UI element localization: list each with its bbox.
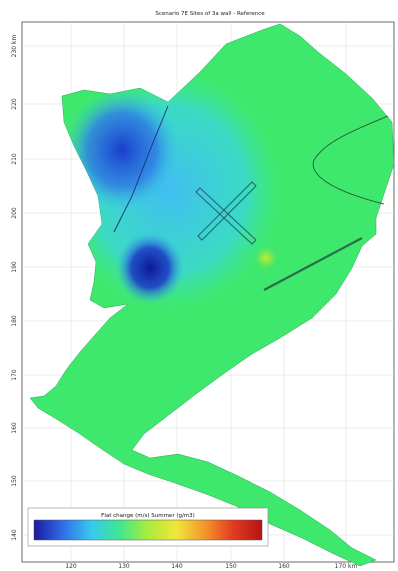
y-tick-label: 160 <box>11 422 18 434</box>
y-tick-label: 150 <box>11 475 18 487</box>
x-tick-label: 150 <box>225 563 237 570</box>
y-tick-label: 220 <box>11 98 18 110</box>
barrier-line <box>263 237 363 291</box>
x-tick-label: 130 <box>118 563 130 570</box>
y-tick-label: 200 <box>11 207 18 219</box>
colorbar: Flat change (m/s) Summer (g/m3) <box>27 507 269 547</box>
high-value-spot <box>254 246 278 270</box>
y-tick-label: 230 km <box>11 35 18 58</box>
x-tick-label: 120 <box>65 563 77 570</box>
y-axis-ticks: 230 km 220 210 200 190 180 170 160 150 1… <box>11 35 18 541</box>
y-tick-label: 210 <box>11 153 18 165</box>
water-body <box>29 23 395 567</box>
x-axis-ticks: 120 130 140 150 160 170 km <box>65 563 357 570</box>
plot-frame <box>21 21 395 563</box>
colorbar-label: Flat change (m/s) Summer (g/m3) <box>101 513 195 519</box>
cross-structure <box>195 181 257 245</box>
x-tick-label: 170 km <box>335 563 358 570</box>
low-value-zone-south <box>116 232 184 304</box>
low-value-zone-north <box>64 88 180 212</box>
colorbar-ramp <box>33 519 263 541</box>
y-tick-label: 190 <box>11 261 18 273</box>
y-tick-label: 140 <box>11 529 18 541</box>
y-tick-label: 180 <box>11 315 18 327</box>
contour-line-diagonal <box>113 105 169 233</box>
y-tick-label: 170 <box>11 369 18 381</box>
x-tick-label: 160 <box>278 563 290 570</box>
map-title: Scenario 7E Sites of 3a wall - Reference <box>155 11 265 17</box>
contour-line-east <box>312 115 389 205</box>
x-tick-label: 140 <box>171 563 183 570</box>
